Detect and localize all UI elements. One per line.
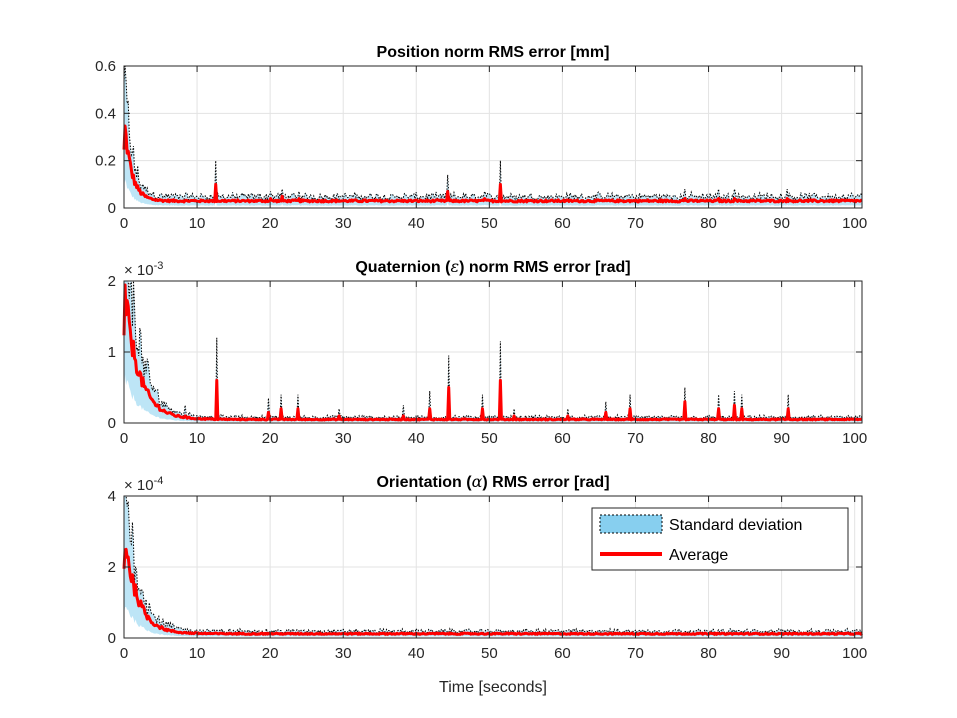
x-tick-label: 50 bbox=[481, 430, 498, 447]
x-tick-label: 100 bbox=[842, 430, 867, 447]
x-tick-label: 40 bbox=[408, 645, 425, 662]
y-tick-label: 0.4 bbox=[95, 105, 116, 122]
x-tick-label: 70 bbox=[627, 430, 644, 447]
x-tick-label: 30 bbox=[335, 215, 352, 232]
x-tick-label: 70 bbox=[627, 645, 644, 662]
x-tick-label: 80 bbox=[700, 430, 717, 447]
chart-title: Position norm RMS error [mm] bbox=[377, 44, 610, 61]
y-tick-label: 2 bbox=[108, 273, 116, 290]
std-upper-edge bbox=[123, 65, 863, 203]
x-tick-label: 0 bbox=[120, 645, 128, 662]
y-tick-label: 0.2 bbox=[95, 153, 116, 170]
x-tick-label: 40 bbox=[408, 430, 425, 447]
y-tick-label: 0 bbox=[108, 200, 116, 217]
y-multiplier: × 10-4 bbox=[124, 475, 163, 494]
x-tick-label: 0 bbox=[120, 215, 128, 232]
x-tick-label: 30 bbox=[335, 430, 352, 447]
axes-box bbox=[123, 65, 863, 209]
x-tick-label: 10 bbox=[189, 430, 206, 447]
x-tick-label: 100 bbox=[842, 645, 867, 662]
x-tick-label: 100 bbox=[842, 215, 867, 232]
legend-swatch-std bbox=[599, 514, 663, 534]
x-tick-label: 10 bbox=[189, 645, 206, 662]
x-tick-label: 0 bbox=[120, 430, 128, 447]
x-tick-label: 20 bbox=[262, 430, 279, 447]
plot-area bbox=[124, 66, 862, 208]
x-tick-label: 30 bbox=[335, 645, 352, 662]
y-multiplier: × 10-3 bbox=[124, 260, 163, 279]
average-line bbox=[122, 283, 863, 422]
x-tick-label: 90 bbox=[773, 645, 790, 662]
x-tick-label: 60 bbox=[554, 430, 571, 447]
x-tick-label: 50 bbox=[481, 215, 498, 232]
x-tick-label: 90 bbox=[773, 215, 790, 232]
y-tick-label: 0.6 bbox=[95, 58, 116, 75]
std-upper-edge bbox=[124, 495, 863, 635]
x-tick-label: 20 bbox=[262, 645, 279, 662]
chart-1: 0 10 20 30 40 50 60 70 80 90 100 0 1 2 × 10-3 Quaternio… bbox=[108, 257, 868, 447]
average-line bbox=[122, 547, 863, 636]
chart-title: Orientation (α) RMS error [rad] bbox=[376, 472, 609, 491]
chart-title: Quaternion (ε) norm RMS error [rad] bbox=[355, 257, 630, 276]
legend: Standard deviation Average bbox=[591, 507, 849, 571]
chart-2: 0 10 20 30 40 50 60 70 80 90 100 0 2 4 × 10-4 Orientati… bbox=[108, 472, 868, 696]
x-tick-label: 90 bbox=[773, 430, 790, 447]
std-upper-edge bbox=[124, 280, 863, 421]
y-tick-label: 2 bbox=[108, 559, 116, 576]
x-tick-label: 80 bbox=[700, 645, 717, 662]
x-tick-label: 60 bbox=[554, 215, 571, 232]
x-tick-label: 20 bbox=[262, 215, 279, 232]
y-tick-label: 0 bbox=[108, 630, 116, 647]
x-tick-label: 80 bbox=[700, 215, 717, 232]
average-line bbox=[122, 124, 863, 204]
x-tick-label: 40 bbox=[408, 215, 425, 232]
legend-label: Standard deviation bbox=[669, 517, 802, 534]
x-tick-label: 70 bbox=[627, 215, 644, 232]
x-axis-label: Time [seconds] bbox=[439, 679, 547, 696]
y-tick-label: 1 bbox=[108, 344, 116, 361]
legend-label: Average bbox=[669, 547, 728, 564]
y-tick-label: 0 bbox=[108, 415, 116, 432]
x-tick-label: 10 bbox=[189, 215, 206, 232]
y-tick-label: 4 bbox=[108, 488, 116, 505]
x-tick-label: 60 bbox=[554, 645, 571, 662]
chart-0: 0 10 20 30 40 50 60 70 80 90 100 0 0.2 0.4 0.6 Position… bbox=[95, 44, 867, 232]
x-tick-label: 50 bbox=[481, 645, 498, 662]
